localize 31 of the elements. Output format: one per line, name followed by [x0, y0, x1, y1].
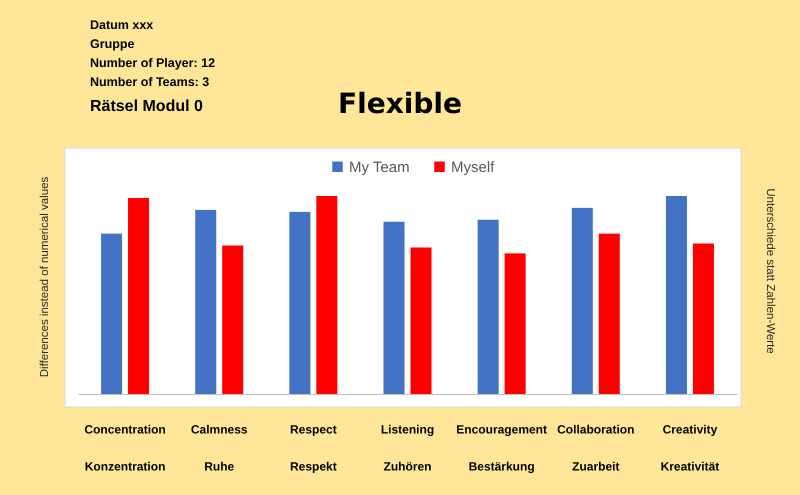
- bar: [410, 247, 432, 394]
- bar: [666, 196, 687, 394]
- legend-label: My Team: [349, 158, 410, 176]
- text: Number of Teams: 3: [90, 75, 210, 89]
- bar: [692, 244, 714, 394]
- category-label: Listening Zuhören: [380, 422, 434, 474]
- bar: [128, 198, 150, 394]
- bar: [101, 234, 122, 394]
- text: Gruppe: [90, 37, 134, 51]
- text: Datum xxx: [90, 18, 154, 32]
- legend-label: Myself: [451, 158, 496, 176]
- category-label: Respect Respekt: [290, 422, 337, 474]
- text: Rätsel Modul 0: [90, 98, 204, 115]
- y-axis-title: Differences instead of numerical values: [39, 176, 51, 378]
- bar: [504, 253, 526, 394]
- y2-axis-title: Unterschiede statt Zahlen-Werte: [764, 188, 776, 354]
- bar: [289, 212, 310, 394]
- category-label: Creativity Kreativität: [660, 422, 720, 474]
- chart-title: Flexible: [338, 87, 462, 120]
- bar: [598, 234, 620, 394]
- bar: [383, 222, 405, 394]
- category-label: Encouragement Bestärkung: [456, 422, 547, 474]
- bar: [316, 196, 338, 394]
- bar: [195, 210, 216, 394]
- bar: [478, 220, 499, 394]
- category-label: Calmness Ruhe: [190, 422, 248, 474]
- category-label: Concentration Konzentration: [84, 422, 166, 474]
- category-label: Collaboration Zuarbeit: [557, 422, 634, 474]
- bar: [222, 246, 244, 394]
- bar: [572, 208, 593, 394]
- text: Number of Player: 12: [90, 56, 216, 70]
